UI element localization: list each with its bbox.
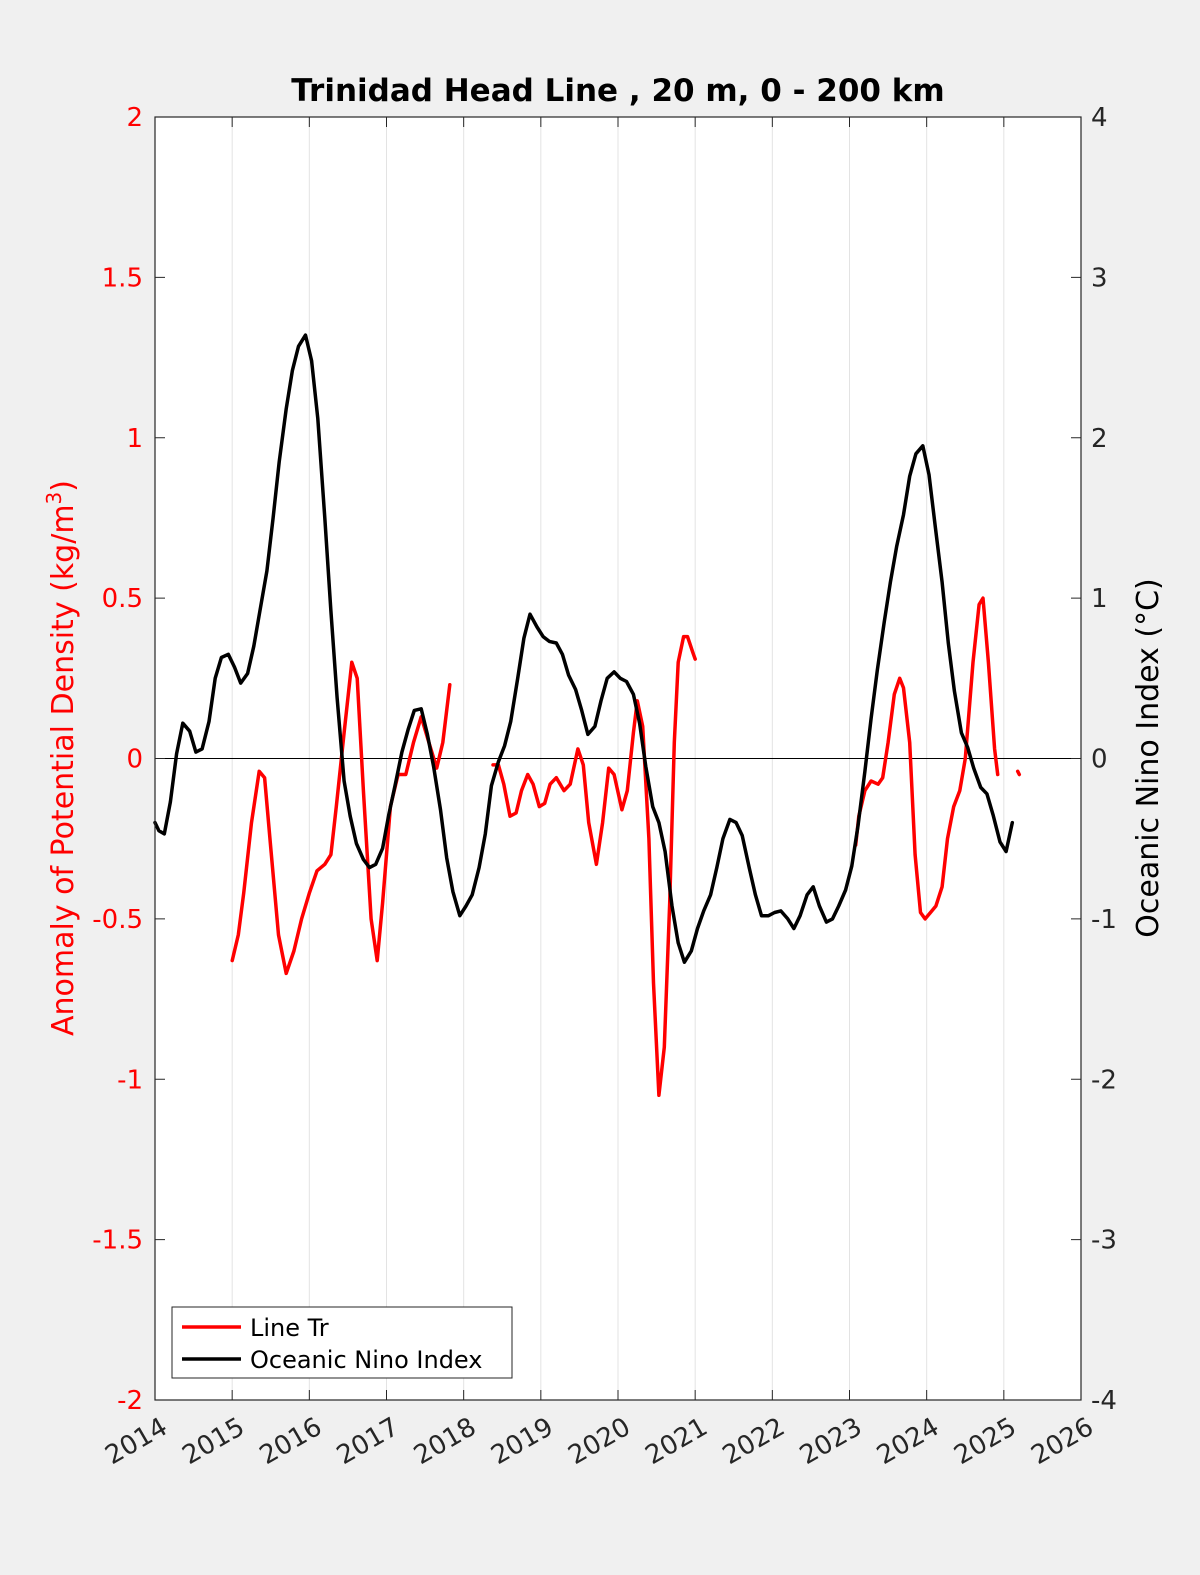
series-layer xyxy=(153,333,1022,1098)
x-tick-label: 2017 xyxy=(332,1412,404,1471)
y-right-tick-label: -2 xyxy=(1091,1065,1117,1095)
x-tick-label: 2020 xyxy=(563,1412,635,1471)
x-tick-label: 2026 xyxy=(1026,1412,1098,1471)
y-left-tick-label: 0.5 xyxy=(102,584,143,614)
series-line-line-tr xyxy=(1015,769,1022,777)
y-axis-left-label: Anomaly of Potential Density (kg/m3) xyxy=(42,480,81,1036)
y-axis-right-label: Oceanic Nino Index (°C) xyxy=(1131,578,1166,938)
legend-label-line-tr: Line Tr xyxy=(250,1314,329,1342)
y-left-tick-label: -1 xyxy=(117,1065,143,1095)
y-left-tick-label: 2 xyxy=(126,103,143,133)
x-tick-label: 2019 xyxy=(486,1412,558,1471)
y-left-tick-label: 1.5 xyxy=(102,263,143,293)
x-tick-label: 2018 xyxy=(409,1412,481,1471)
x-tick-label: 2023 xyxy=(795,1412,867,1471)
x-tick-label: 2015 xyxy=(178,1412,250,1471)
legend-box xyxy=(171,1306,513,1379)
y-axis-left-label-text: Anomaly of Potential Density (kg/m xyxy=(46,504,81,1036)
y-left-tick-label: 0 xyxy=(126,745,143,775)
chart-title: Trinidad Head Line , 20 m, 0 - 200 km xyxy=(291,73,944,109)
x-tick-label: 2021 xyxy=(641,1412,713,1471)
y-right-tick-label: 0 xyxy=(1091,745,1108,775)
series-line-oni xyxy=(153,333,1015,964)
series-line-line-tr xyxy=(853,596,1000,921)
series-line-line-tr xyxy=(491,634,697,1098)
legend-label-oni: Oceanic Nino Index xyxy=(250,1346,482,1374)
y-axis-left-label-superscript: 3 xyxy=(42,492,66,505)
x-tick-label: 2024 xyxy=(872,1412,944,1471)
y-left-tick-label: -0.5 xyxy=(92,905,143,935)
y-right-tick-label: 3 xyxy=(1091,263,1108,293)
y-right-tick-label: 4 xyxy=(1091,103,1108,133)
x-tick-label: 2014 xyxy=(100,1412,172,1471)
y-axis-left-label-close: ) xyxy=(46,480,81,492)
y-left-tick-label: 1 xyxy=(126,424,143,454)
x-tick-label: 2016 xyxy=(255,1412,327,1471)
y-left-tick-label: -1.5 xyxy=(92,1226,143,1256)
y-left-tick-label: -2 xyxy=(117,1386,143,1416)
y-right-tick-label: 1 xyxy=(1091,584,1108,614)
series-line-line-tr xyxy=(230,660,452,976)
x-tick-label: 2022 xyxy=(718,1412,790,1471)
y-right-tick-label: 2 xyxy=(1091,424,1108,454)
x-tick-label: 2025 xyxy=(949,1412,1021,1471)
legend: Line Tr Oceanic Nino Index xyxy=(171,1306,513,1379)
y-right-tick-label: -4 xyxy=(1091,1386,1117,1416)
y-right-tick-label: -1 xyxy=(1091,905,1117,935)
y-right-tick-label: -3 xyxy=(1091,1226,1117,1256)
